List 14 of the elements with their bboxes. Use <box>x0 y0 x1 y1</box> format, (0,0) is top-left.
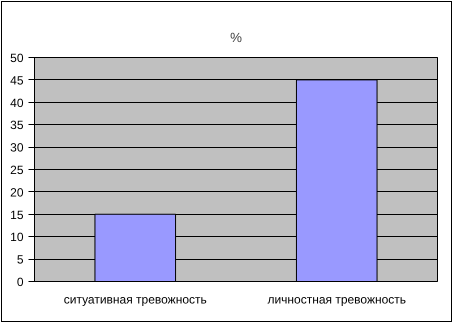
x-tick-label: ситуативная тревожность <box>64 292 207 306</box>
y-tick-label: 45 <box>10 73 24 88</box>
y-tick-label: 10 <box>10 230 24 244</box>
y-tick-label: 0 <box>16 275 24 289</box>
y-tick-label: 40 <box>10 96 24 110</box>
y-tick-label: 25 <box>10 163 24 177</box>
y-tick-label: 50 <box>10 51 24 65</box>
y-tick-label: 30 <box>10 140 24 155</box>
x-tick-label: личностная тревожность <box>267 292 406 306</box>
y-tick-label: 35 <box>10 118 24 132</box>
chart-title: % <box>230 30 242 45</box>
y-tick-label: 20 <box>10 185 24 200</box>
y-tick-label: 15 <box>10 208 24 222</box>
y-tick-label: 5 <box>16 252 24 267</box>
